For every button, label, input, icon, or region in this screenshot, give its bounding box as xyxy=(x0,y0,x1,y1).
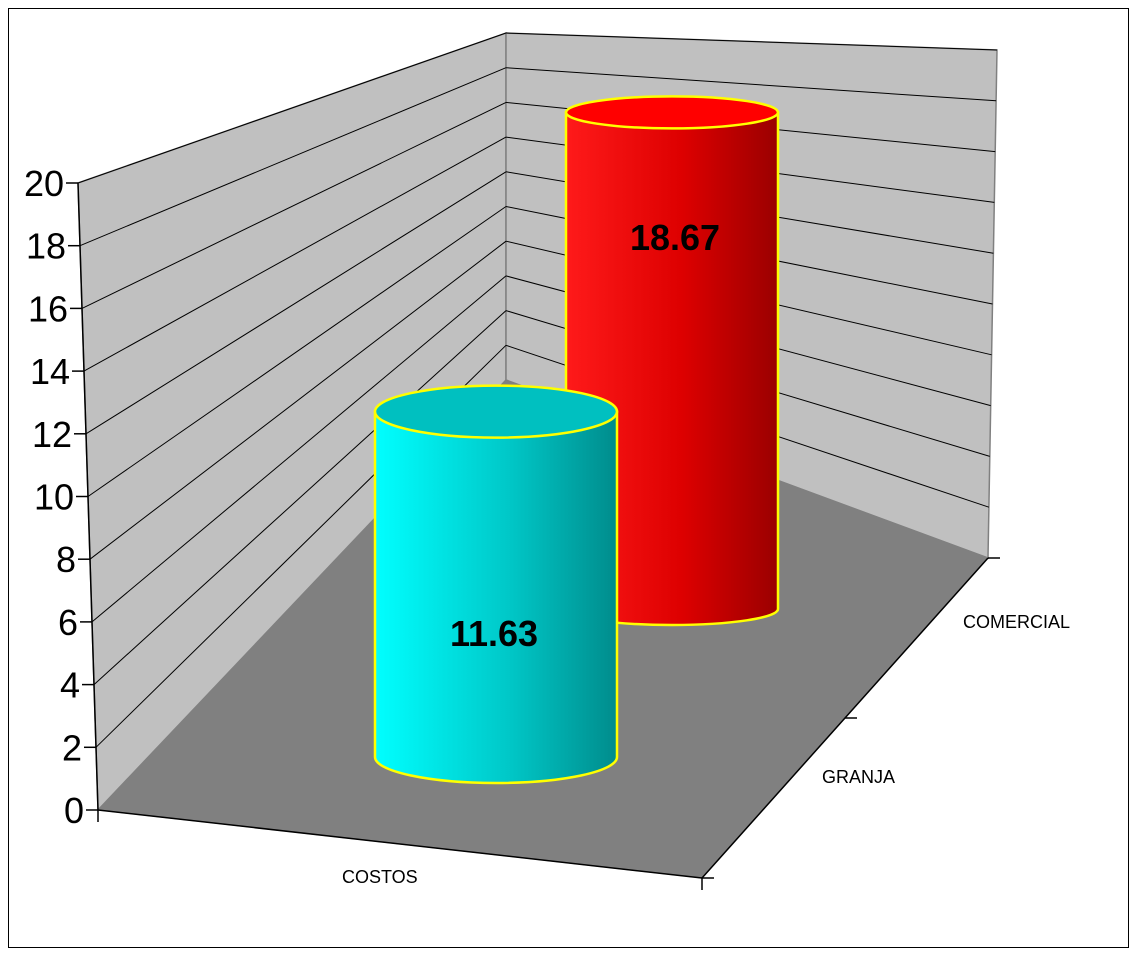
y-tick-label: 16 xyxy=(28,288,68,329)
y-tick-label: 6 xyxy=(58,602,78,643)
y-tick-label: 2 xyxy=(62,727,82,768)
depth-category-label-comercial: COMERCIAL xyxy=(963,612,1070,632)
gridline-left-wall xyxy=(89,240,507,560)
bar-granja-top xyxy=(373,384,619,439)
gridline-left-wall xyxy=(85,171,507,435)
y-tick-label: 20 xyxy=(24,163,64,204)
y-tick-label: 0 xyxy=(64,790,84,831)
data-label-comercial: 18.67 xyxy=(630,217,720,258)
gridline-left-wall xyxy=(77,32,507,184)
bar-granja: 11.63 xyxy=(373,384,619,785)
gridline-left-wall xyxy=(83,136,507,372)
y-tick-label: 4 xyxy=(60,665,80,706)
depth-category-label-granja: GRANJA xyxy=(822,767,895,787)
gridline-left-wall xyxy=(79,67,507,247)
y-tick-label: 10 xyxy=(34,477,74,518)
gridline-left-wall xyxy=(87,206,507,497)
bar-granja-body xyxy=(373,410,619,785)
y-tick-label: 14 xyxy=(30,351,70,392)
y-tick-label: 8 xyxy=(56,539,76,580)
bar-comercial-top xyxy=(564,95,780,130)
axes xyxy=(66,182,1000,890)
y-axis-tick-labels: 0 2 4 6 8 10 12 14 16 18 20 xyxy=(24,163,84,831)
gridline-back-wall xyxy=(505,67,997,102)
gridline-left-wall xyxy=(81,101,507,309)
gridline-left-wall xyxy=(93,310,507,685)
y-axis-line xyxy=(77,182,99,811)
data-label-granja: 11.63 xyxy=(450,613,538,654)
x-axis-line xyxy=(97,809,703,879)
gridline-left-wall xyxy=(91,275,507,623)
x-category-label: COSTOS xyxy=(342,867,418,887)
y-tick-label: 18 xyxy=(26,226,66,267)
gridline-back-wall xyxy=(505,32,998,51)
y-tick-label: 12 xyxy=(32,414,72,455)
